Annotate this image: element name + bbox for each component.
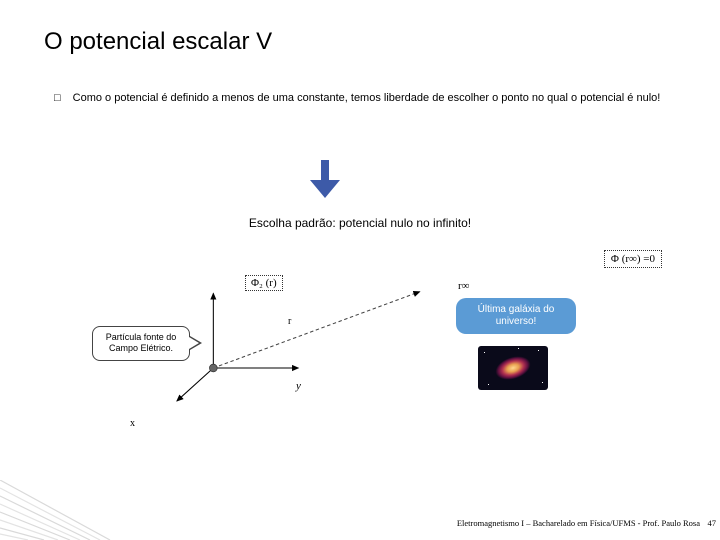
axes-svg [170,270,430,440]
galaxy-callout: Última galáxia do universo! [456,298,576,334]
arrow-down-icon [310,160,340,198]
r-axis-label: r [288,316,291,327]
footer-text: Eletromagnetismo I – Bacharelado em Físi… [457,518,700,528]
bullet-row: □ Como o potencial é definido a menos de… [0,56,720,108]
bullet-marker: □ [54,90,61,108]
slide-title: O potencial escalar V [0,0,720,56]
r-infinity-label: r∞ [458,280,470,292]
bullet-text: Como o potencial é definido a menos de u… [73,90,661,107]
phi-infinity-formula: Φ (r∞) =0 [604,250,662,268]
diagram-area: Φ₂ (r) r∞ Última galáxia do universo! Pa… [150,280,570,450]
page-number: 47 [708,518,717,528]
galaxy-image [478,346,548,390]
y-axis-label: y [296,380,301,392]
x-axis-label: x [130,418,135,429]
corner-accent-icon [0,480,150,540]
center-statement: Escolha padrão: potencial nulo no infini… [0,216,720,230]
